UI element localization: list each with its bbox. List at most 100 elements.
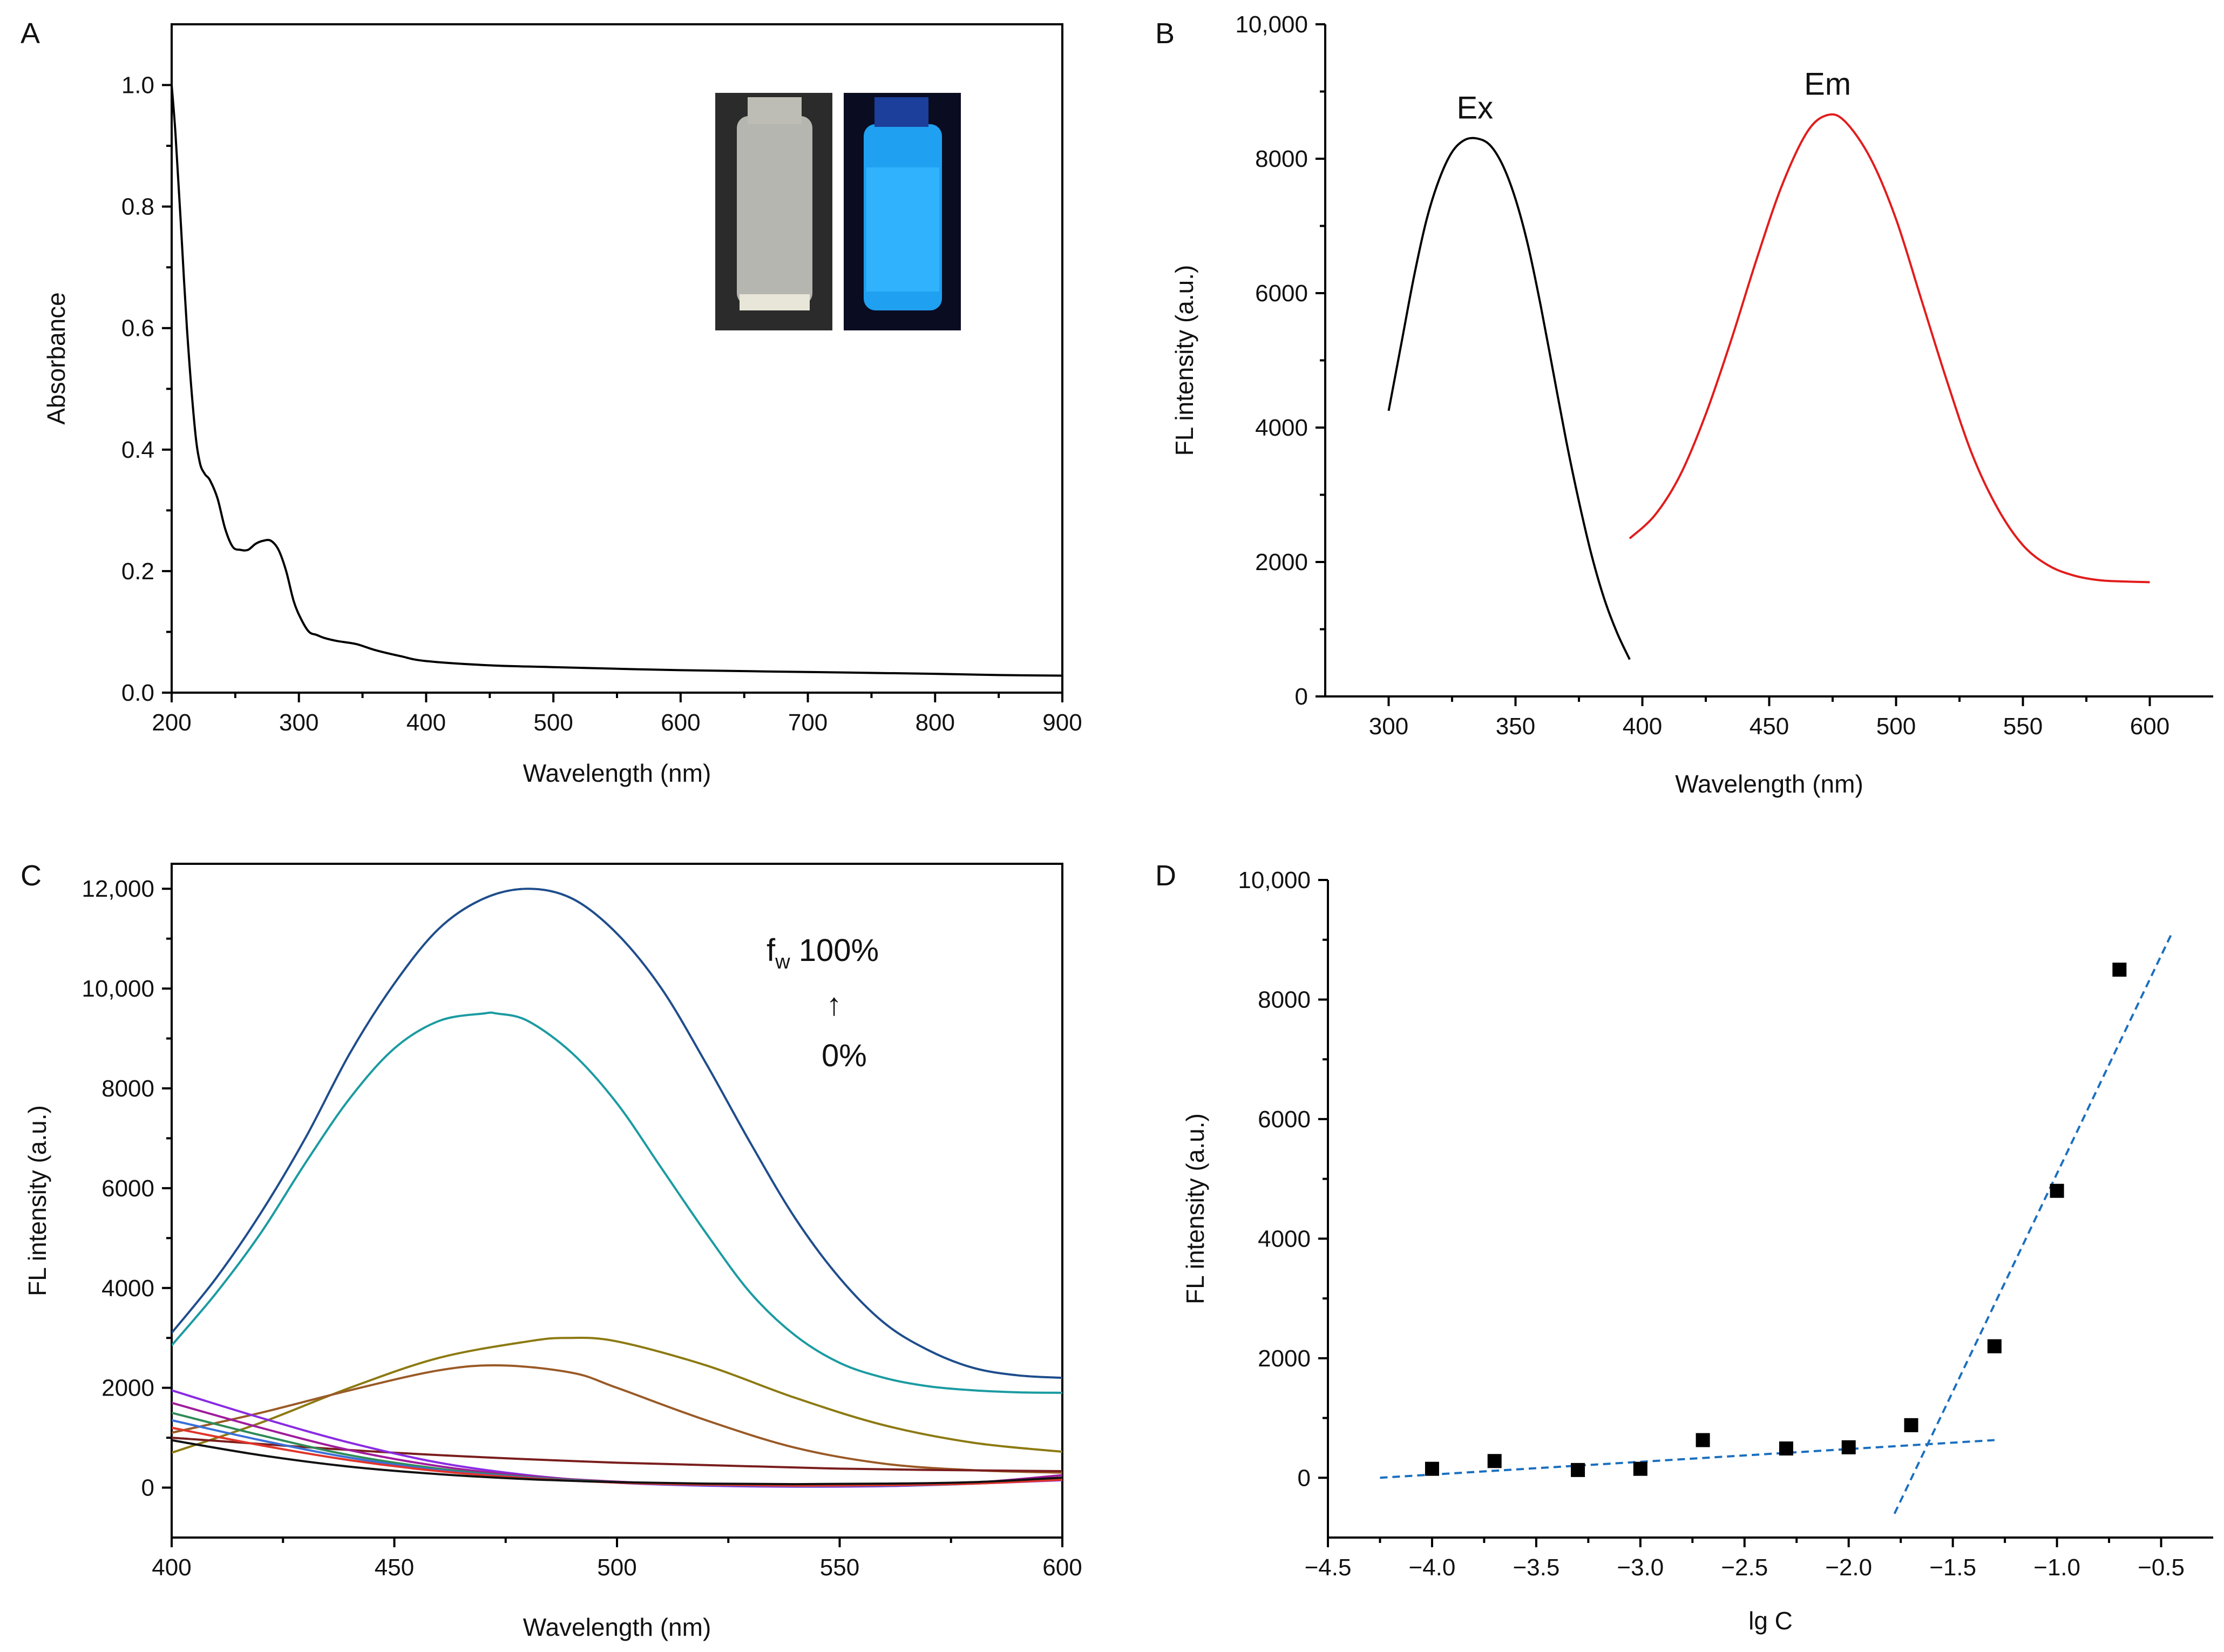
- chart-panel-c: 400 450 500 550 6000200040006000800010,00012…: [23, 863, 1082, 1641]
- y-tick-label: 4000: [101, 1275, 154, 1302]
- x-tick-label: −1.0: [2033, 1554, 2080, 1581]
- y-tick-label: 2000: [1258, 1345, 1311, 1372]
- y-tick-label: 6000: [101, 1175, 154, 1202]
- x-tick-label: −3.0: [1617, 1554, 1664, 1581]
- x-tick-label: 200: [152, 709, 191, 736]
- y-tick-label: 8000: [1258, 986, 1311, 1013]
- x-tick-label: 300: [1369, 713, 1408, 740]
- series-line-40: [172, 1402, 1062, 1487]
- data-point: [1904, 1418, 1918, 1432]
- x-tick-label: 450: [375, 1554, 414, 1581]
- x-axis-title: Wavelength (nm): [1675, 770, 1863, 798]
- x-tick-label: 350: [1496, 713, 1535, 740]
- y-tick-label: 0.8: [121, 194, 154, 220]
- y-tick-label: 4000: [1255, 415, 1308, 441]
- x-tick-label: 500: [533, 709, 573, 736]
- x-tick-label: 550: [820, 1554, 859, 1581]
- peak-label-em: Em: [1804, 67, 1851, 102]
- data-point: [1633, 1461, 1647, 1476]
- fraction-annotation: fw 100% ↑ 0%: [767, 933, 879, 1073]
- series-line-0: [172, 1439, 1062, 1486]
- chart-panel-b: 300 350 400 450 500 550 6000200040006000800010…: [1170, 11, 2213, 798]
- y-tick-label: 0: [1298, 1465, 1311, 1491]
- y-tick-label: 4000: [1258, 1226, 1311, 1252]
- y-tick-label: 0.2: [121, 558, 154, 585]
- fit-line-1: [1380, 1439, 1995, 1479]
- series-line-80: [172, 1337, 1062, 1454]
- x-tick-label: −1.5: [1929, 1554, 1976, 1581]
- x-tick-label: 500: [1876, 713, 1916, 740]
- y-tick-label: 0.6: [121, 315, 154, 342]
- x-tick-label: 400: [152, 1554, 191, 1581]
- x-axis-title: Wavelength (nm): [523, 759, 711, 787]
- panel-letter-a: A: [21, 17, 40, 50]
- y-axis-title: FL intensity (a.u.): [1181, 1113, 1209, 1304]
- series-line-70: [172, 1364, 1062, 1474]
- series-line-absorbance: [172, 85, 1062, 677]
- x-tick-label: −3.5: [1513, 1554, 1559, 1581]
- svg-text:fw 100%: fw 100%: [767, 933, 879, 973]
- up-arrow-icon: ↑: [826, 987, 842, 1022]
- x-tick-label: 600: [661, 709, 700, 736]
- data-point: [1841, 1440, 1856, 1454]
- y-tick-label: 10,000: [1235, 11, 1308, 38]
- x-tick-label: 400: [1623, 713, 1662, 740]
- x-tick-label: −2.0: [1825, 1554, 1872, 1581]
- chart-panel-a: 200 300 400 500 600 700 800 900 0.0 0.2 0.4 0.6 0.8 1…: [42, 23, 1082, 787]
- series-line-100: [172, 888, 1062, 1379]
- y-tick-label: 0.4: [121, 437, 154, 463]
- plot-frame: [171, 863, 1063, 1539]
- panel-letter-b: B: [1155, 17, 1175, 50]
- y-tick-label: 10,000: [82, 976, 154, 1002]
- x-tick-label: 450: [1750, 713, 1789, 740]
- y-axis-title: FL intensity (a.u.): [1170, 265, 1198, 456]
- y-tick-label: 2000: [101, 1375, 154, 1402]
- series-line-90: [172, 1011, 1062, 1394]
- series-line-Em: [1629, 113, 2150, 584]
- x-tick-label: −4.0: [1409, 1554, 1456, 1581]
- fit-line-2: [1893, 933, 2173, 1514]
- data-point: [1779, 1441, 1793, 1456]
- y-tick-label: 0.0: [121, 680, 154, 706]
- peak-label-ex: Ex: [1456, 90, 1493, 125]
- x-tick-label: 800: [916, 709, 955, 736]
- y-tick-label: 10,000: [1238, 867, 1311, 893]
- series-line-60: [172, 1437, 1062, 1473]
- y-tick-label: 2000: [1255, 549, 1308, 576]
- x-tick-label: 500: [597, 1554, 636, 1581]
- y-tick-label: 6000: [1255, 280, 1308, 307]
- x-tick-label: 900: [1042, 709, 1082, 736]
- x-axis-title: lg C: [1748, 1607, 1793, 1635]
- data-point: [1487, 1454, 1502, 1468]
- y-tick-label: 1.0: [121, 72, 154, 99]
- x-tick-label: −4.5: [1305, 1554, 1352, 1581]
- y-tick-label: 6000: [1258, 1106, 1311, 1133]
- y-tick-label: 8000: [1255, 146, 1308, 172]
- data-point: [2050, 1183, 2064, 1198]
- x-tick-label: 600: [2130, 713, 2169, 740]
- y-axis-title: FL intensity (a.u.): [23, 1105, 51, 1296]
- y-tick-label: 0: [1295, 683, 1308, 710]
- data-point: [1987, 1339, 2002, 1353]
- x-tick-label: 300: [279, 709, 318, 736]
- y-tick-label: 12,000: [82, 876, 154, 902]
- x-tick-label: −0.5: [2138, 1554, 2185, 1581]
- svg-text:0%: 0%: [822, 1038, 867, 1073]
- y-axis-title: Absorbance: [42, 292, 70, 425]
- data-point: [1696, 1433, 1710, 1447]
- data-point: [1425, 1461, 1439, 1476]
- x-axis-title: Wavelength (nm): [523, 1613, 711, 1641]
- y-tick-label: 0: [141, 1475, 154, 1501]
- data-point: [2112, 963, 2127, 977]
- panel-letter-d: D: [1155, 859, 1176, 892]
- x-tick-label: 600: [1042, 1554, 1082, 1581]
- inset-photos: [715, 93, 961, 330]
- data-point: [1571, 1463, 1585, 1477]
- y-tick-label: 8000: [101, 1075, 154, 1102]
- series-line-Ex: [1387, 137, 1631, 660]
- x-tick-label: −2.5: [1721, 1554, 1768, 1581]
- x-tick-label: 550: [2003, 713, 2043, 740]
- series-line-10: [172, 1426, 1062, 1487]
